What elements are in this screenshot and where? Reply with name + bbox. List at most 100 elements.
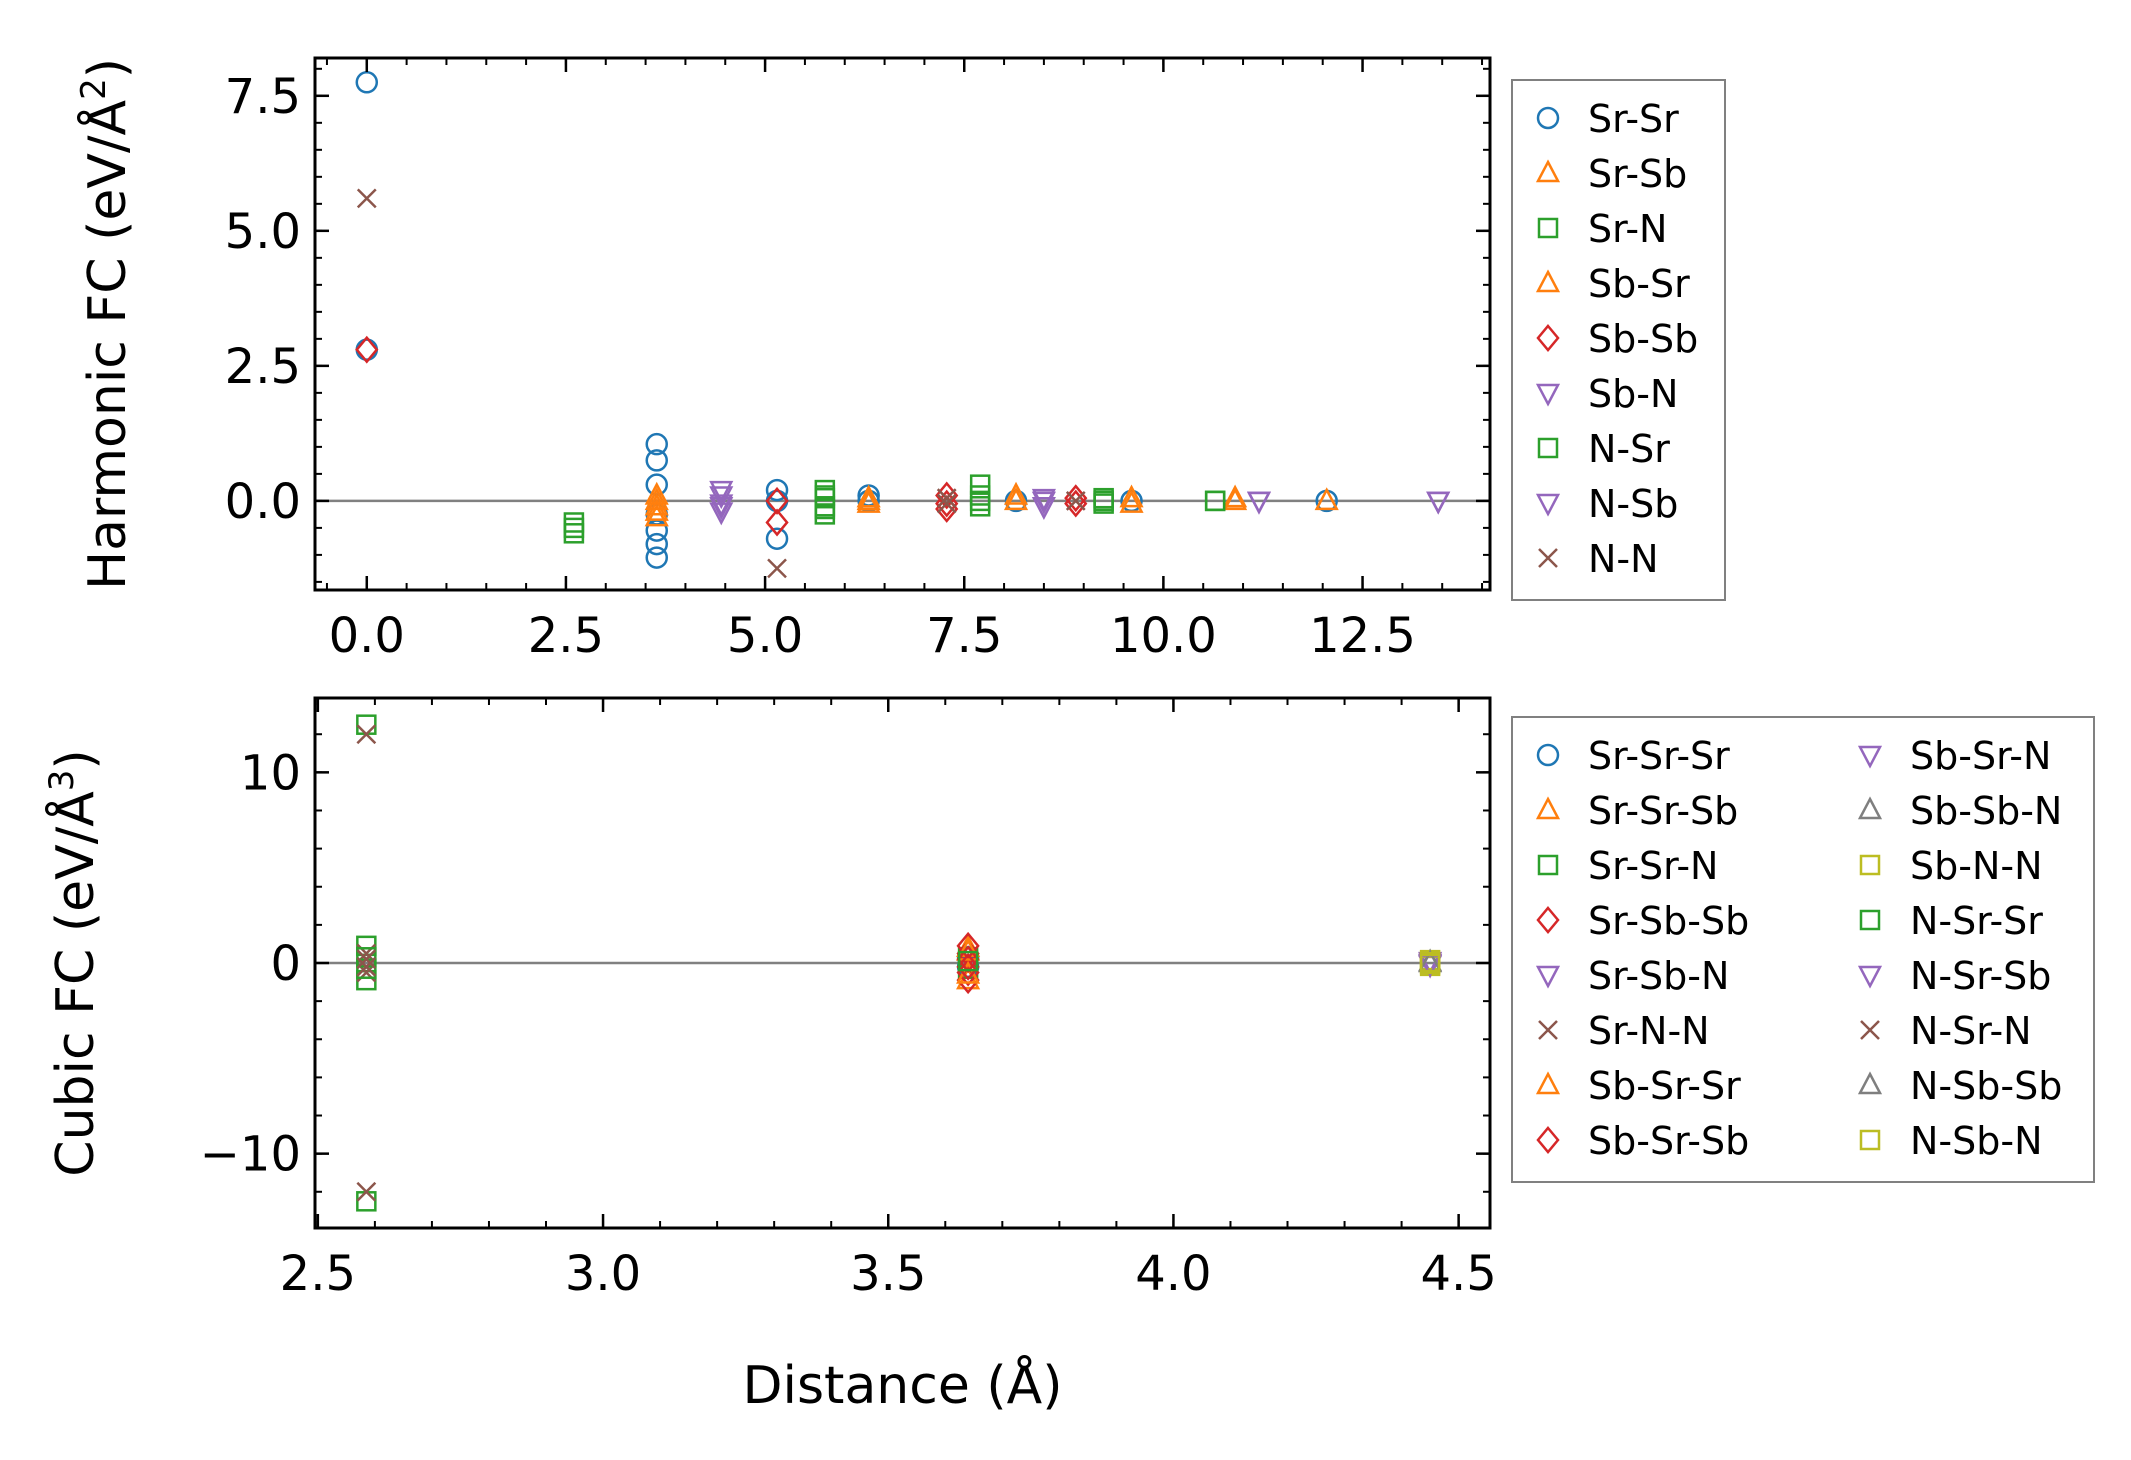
top-point-sr-n-1 [563, 523, 585, 544]
bottom-xtick-label: 4.5 [1420, 1246, 1496, 1302]
top-point-sb-sr-4 [1119, 489, 1144, 513]
bottom-point-sb-sr-sb-1 [956, 952, 980, 981]
bottom-series-n-sr-n [356, 949, 377, 977]
top-point-n-n-1 [767, 558, 787, 579]
bottom-legend-entry-sr-sr-sr: Sr-Sr-Sr [1536, 734, 1730, 778]
top-point-n-sr-1 [814, 485, 836, 506]
bottom-point-sr-sb-sb-2 [956, 958, 980, 987]
top-legend-marker-sr-sr [1536, 106, 1560, 130]
bottom-legend-entry-sr-sr-n: Sr-Sr-N [1537, 844, 1718, 888]
top-y-axis-label: Harmonic FC (eV/Å2) [74, 58, 138, 590]
top-legend-marker-sr-sb [1535, 159, 1561, 183]
top-legend-label-n-sb: N-Sb [1588, 482, 1678, 526]
top-legend-label-sb-n: Sb-N [1588, 372, 1678, 416]
bottom-legend-label-sb-sr-sr: Sb-Sr-Sr [1588, 1064, 1741, 1108]
bottom-legend-marker-n-sr-sr [1859, 909, 1881, 931]
top-y-axis-label-text: Harmonic FC (eV/Å [76, 99, 138, 590]
top-xtick-label: 2.5 [528, 608, 604, 664]
top-legend-marker-sr-n [1537, 217, 1559, 239]
top-point-sb-sb-7 [1064, 489, 1088, 518]
top-point-sr-sr-11 [765, 527, 789, 550]
top-point-n-sr-5 [1204, 490, 1226, 512]
top-point-sb-sr-1 [644, 498, 669, 521]
bottom-point-sb-sr-sr-0 [956, 937, 981, 961]
top-point-sb-n-0 [709, 480, 734, 504]
bottom-point-n-sr-n-1 [356, 956, 377, 977]
top-series-sr-sr [355, 71, 1338, 569]
bottom-legend-entry-n-sr-n: N-Sr-N [1860, 1009, 2032, 1053]
top-point-sb-sr-2 [856, 487, 881, 511]
top-point-n-n-0 [356, 188, 377, 209]
top-point-n-sb-4 [1426, 491, 1451, 515]
bottom-legend-label-n-sb-sb: N-Sb-Sb [1910, 1064, 2062, 1108]
top-point-sr-sb-2 [644, 503, 669, 527]
top-point-sr-sr-3 [645, 449, 668, 472]
top-legend-entry-sr-n: Sr-N [1537, 207, 1667, 251]
bottom-legend-marker-sb-sr-sb [1536, 1126, 1560, 1154]
bottom-legend-entry-sb-sb-n: Sb-Sb-N [1857, 789, 2062, 833]
bottom-x-axis-label: Distance (Å) [742, 1354, 1062, 1416]
top-point-sr-sr-2 [645, 432, 668, 456]
top-point-sb-sr-5 [1223, 487, 1248, 511]
top-point-n-sr-0 [563, 517, 585, 539]
top-legend-entry-sb-sr: Sb-Sr [1535, 262, 1690, 306]
top-point-sb-sr-0 [644, 487, 669, 511]
top-legend-entry-n-sr: N-Sr [1537, 427, 1670, 471]
bottom-legend-marker-sr-n-n [1538, 1020, 1558, 1040]
top-legend-entry-sb-sb: Sb-Sb [1536, 317, 1698, 361]
bottom-legend: Sr-Sr-Sr Sr-Sr-Sb Sr-Sr-N Sr-Sb-Sb Sr-Sb-N Sr… [1511, 716, 2095, 1183]
top-legend: Sr-Sr Sr-Sb Sr-N Sb-Sr Sb-Sb Sb-N N-Sr N-Sb N-N [1511, 79, 1726, 601]
bottom-point-sr-sr-n-3 [356, 1191, 377, 1212]
bottom-legend-entry-sr-sb-n: Sr-Sb-N [1535, 954, 1729, 998]
top-legend-marker-sb-sb [1536, 324, 1560, 352]
bottom-legend-marker-n-sr-sb [1857, 965, 1883, 989]
top-point-sb-n-2 [709, 502, 734, 526]
top-legend-marker-sb-n [1535, 383, 1561, 407]
top-point-sb-n-1 [709, 494, 734, 518]
top-legend-entry-n-sb: N-Sb [1535, 482, 1678, 526]
top-legend-label-sr-n: Sr-N [1588, 207, 1667, 251]
bottom-legend-marker-n-sb-sb [1857, 1071, 1883, 1095]
bottom-legend-marker-n-sr-n [1860, 1020, 1880, 1040]
top-point-n-n-3 [936, 493, 957, 514]
top-point-sr-sb-3 [856, 484, 881, 508]
top-point-sb-sb-1 [765, 486, 789, 515]
top-point-sb-sb-2 [765, 508, 789, 537]
bottom-point-n-sr-sr-2 [957, 950, 979, 972]
top-legend-entry-sr-sr: Sr-Sr [1536, 97, 1679, 141]
top-ytick-label: 2.5 [225, 339, 301, 395]
top-point-sr-sr-1 [355, 338, 379, 361]
top-xtick-label: 12.5 [1309, 608, 1416, 664]
top-point-sb-n-3 [1031, 491, 1056, 515]
bottom-xtick-label: 2.5 [280, 1246, 356, 1302]
bottom-legend-label-sr-sr-sr: Sr-Sr-Sr [1588, 734, 1730, 778]
bottom-ticks: 2.5 3.0 3.5 4.0 4.5 −10 0 10 [200, 698, 1497, 1302]
bottom-legend-marker-sr-sr-n [1537, 854, 1559, 876]
top-legend-entry-sb-n: Sb-N [1535, 372, 1678, 416]
top-point-sr-sr-0 [355, 71, 379, 94]
top-legend-marker-n-sb [1535, 493, 1561, 517]
bottom-legend-entry-sr-sb-sb: Sr-Sb-Sb [1536, 899, 1749, 943]
bottom-legend-entry-n-sr-sr: N-Sr-Sr [1859, 899, 2043, 943]
bottom-y-axis-label-exponent: 3 [42, 770, 82, 792]
top-point-n-sb-2 [1031, 488, 1056, 512]
top-point-sr-sb-4 [856, 489, 881, 513]
bottom-legend-label-sr-sb-n: Sr-Sb-N [1588, 954, 1729, 998]
bottom-legend-label-sr-sb-sb: Sr-Sb-Sb [1588, 899, 1749, 943]
bottom-legend-marker-sb-sr-n [1857, 745, 1883, 769]
bottom-point-sr-n-n-3 [356, 1181, 377, 1202]
top-point-sr-sr-7 [645, 532, 668, 556]
bottom-xtick-label: 3.5 [850, 1246, 926, 1302]
top-ticks: 0.0 2.5 5.0 7.5 10.0 12.5 0.0 2.5 5.0 7.5 [225, 58, 1490, 664]
top-point-sr-sb-8 [1314, 487, 1339, 511]
top-point-n-sr-3 [969, 490, 991, 512]
bottom-legend-marker-sr-sb-sb [1536, 906, 1560, 934]
top-point-sr-n-0 [563, 512, 585, 533]
bottom-legend-label-n-sr-sb: N-Sr-Sb [1910, 954, 2051, 998]
top-point-sb-sr-3 [1003, 487, 1029, 511]
top-point-sb-n-6 [1426, 491, 1451, 515]
bottom-point-n-sb-n-1 [1419, 953, 1441, 975]
bottom-point-n-sr-n-0 [356, 949, 377, 970]
bottom-y-axis-label-close: ) [46, 749, 106, 769]
